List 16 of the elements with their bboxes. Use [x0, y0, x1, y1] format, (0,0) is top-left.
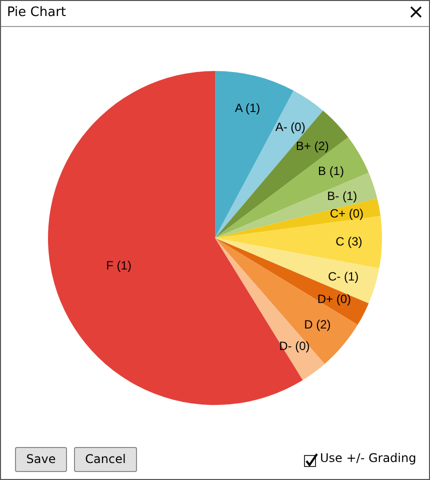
slice-label: A- (0): [275, 120, 306, 134]
slice-label: F (1): [106, 258, 132, 272]
text: Cancel: [74, 447, 137, 472]
slice-label: C (3): [336, 234, 362, 248]
slice-label: D+ (0): [317, 292, 352, 306]
chart-title: Pie Chart: [7, 5, 66, 20]
slice-label: B+ (2): [296, 138, 329, 153]
slice-label: A (1): [234, 101, 260, 116]
slice-label: B- (1): [327, 188, 358, 203]
slice-label: C- (1): [328, 270, 359, 284]
slice-label: B (1): [318, 164, 344, 178]
slice-label: C+ (0): [330, 206, 364, 220]
text: Save: [15, 447, 67, 472]
text: Use +/- Grading: [320, 451, 416, 465]
slice-label: D (2): [304, 317, 331, 332]
slice-label: D- (0): [279, 338, 310, 353]
